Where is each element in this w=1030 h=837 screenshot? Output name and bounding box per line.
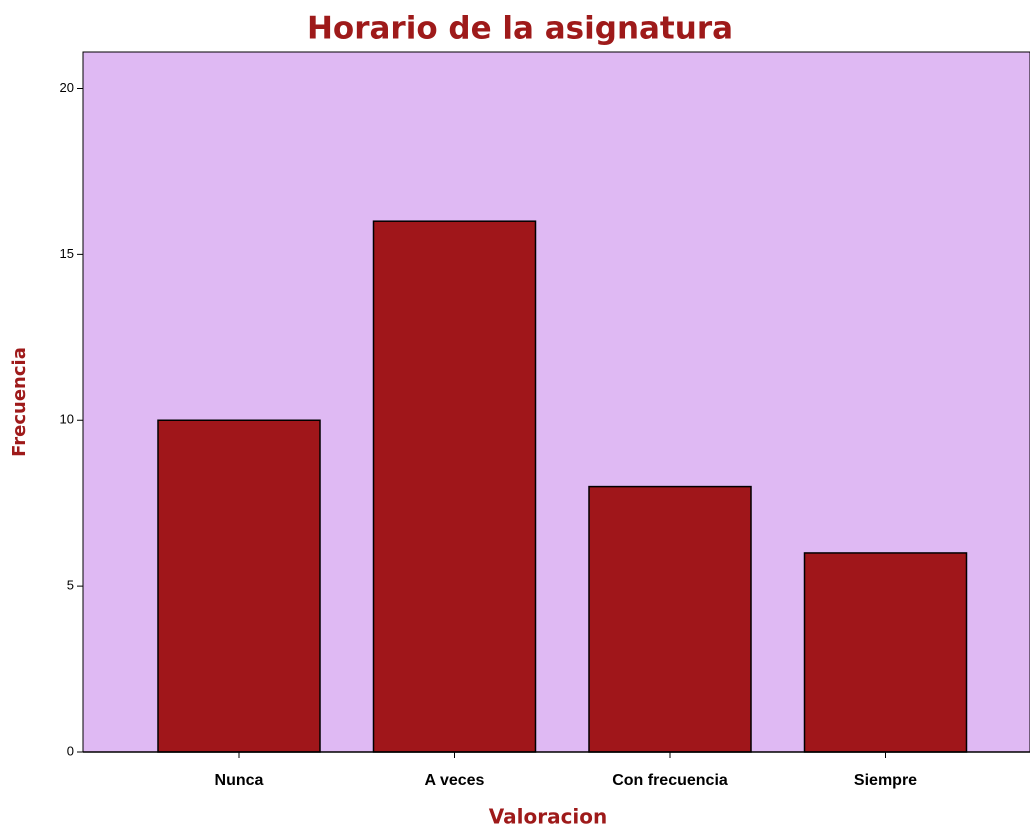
y-tick-label: 0 [67,743,74,758]
x-tick-label: Nunca [215,772,264,789]
x-axis-label: Valoracion [489,805,608,829]
bar [157,419,321,753]
bar [803,552,968,753]
x-tick-label: Siempre [854,772,917,789]
x-tick-label: Con frecuencia [612,772,728,789]
bar [588,485,752,753]
bar [372,220,537,753]
y-tick-label: 5 [67,578,74,593]
y-axis-label: Frecuencia [9,347,30,457]
y-tick-label: 10 [60,412,74,427]
y-tick-label: 15 [60,246,74,261]
chart-title: Horario de la asignatura [307,11,733,47]
x-tick-label: A veces [425,772,485,789]
y-tick-label: 20 [60,80,74,95]
